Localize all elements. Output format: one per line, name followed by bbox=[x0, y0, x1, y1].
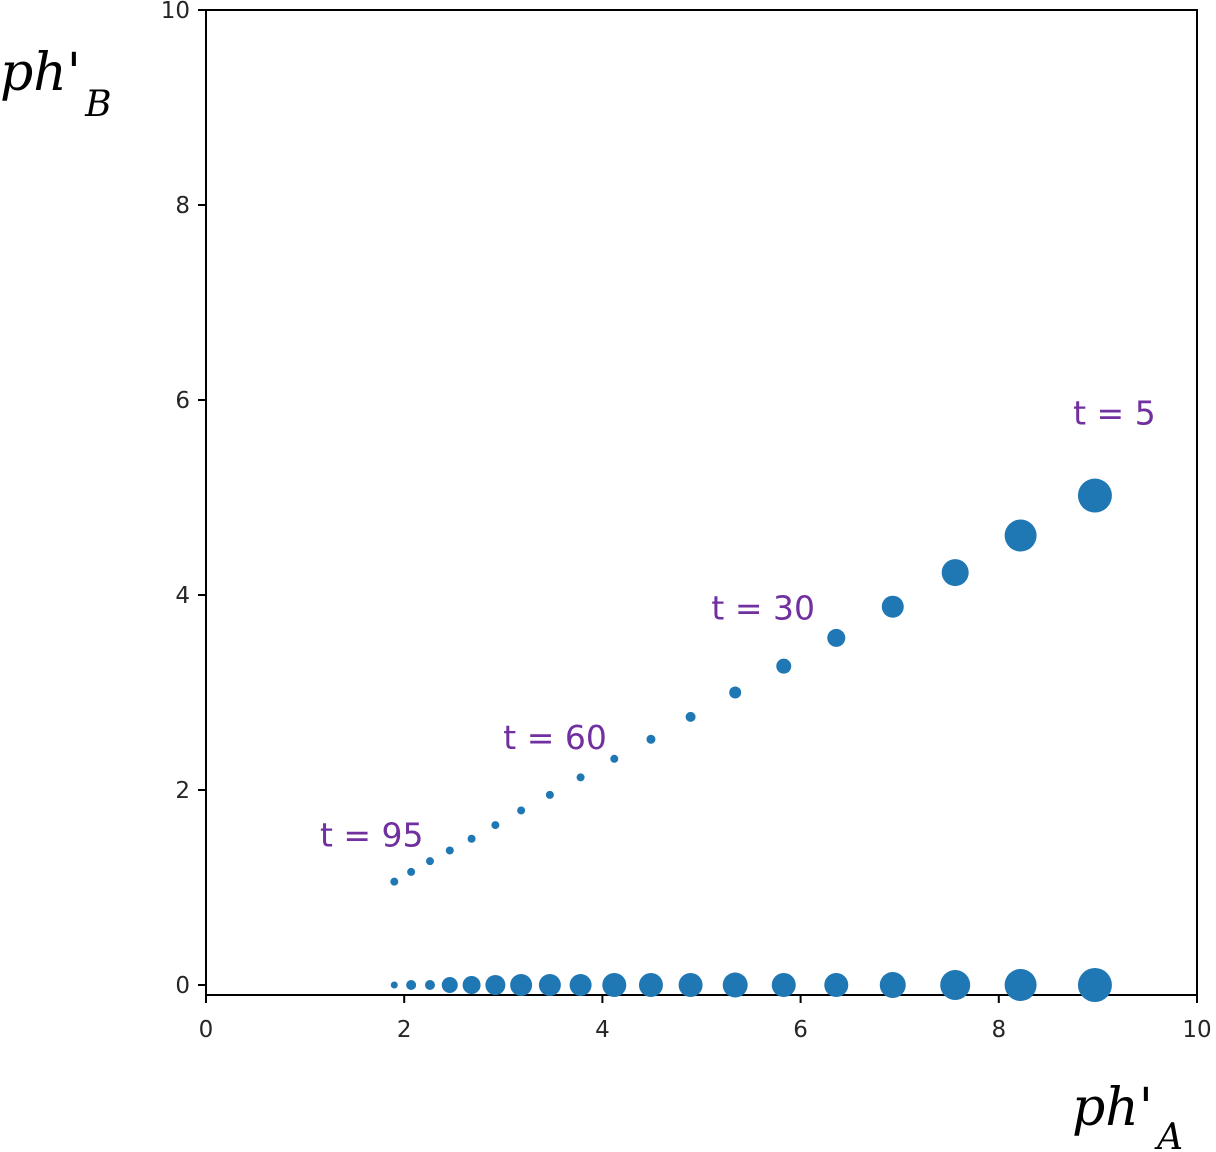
diagonal-point bbox=[545, 790, 554, 799]
x-tick-label: 2 bbox=[397, 1017, 412, 1043]
baseline-point bbox=[538, 974, 561, 996]
y-tick-label: 4 bbox=[175, 583, 190, 609]
diagonal-point bbox=[1077, 478, 1112, 513]
x-tick-label: 10 bbox=[1182, 1017, 1211, 1043]
diagonal-point bbox=[610, 754, 619, 763]
baseline-point bbox=[1077, 968, 1112, 1002]
time-annotation: t = 30 bbox=[711, 588, 815, 627]
y-tick-label: 10 bbox=[161, 0, 190, 24]
baseline-point bbox=[602, 973, 627, 997]
baseline-point bbox=[406, 980, 417, 990]
diagonal-point bbox=[425, 857, 434, 866]
x-tick-label: 0 bbox=[199, 1017, 214, 1043]
diagonal-point bbox=[881, 595, 904, 618]
plot-area bbox=[205, 9, 1198, 996]
diagonal-point bbox=[729, 686, 742, 699]
diagonal-point bbox=[467, 834, 476, 843]
time-annotation: t = 60 bbox=[503, 718, 607, 757]
data-points bbox=[390, 478, 1112, 1002]
diagonal-point bbox=[827, 628, 846, 647]
diagonal-point bbox=[445, 846, 454, 855]
baseline-point bbox=[879, 972, 906, 998]
time-annotation: t = 5 bbox=[1073, 393, 1156, 432]
baseline-point bbox=[462, 976, 481, 994]
baseline-point bbox=[678, 973, 703, 997]
baseline-point bbox=[940, 970, 971, 1000]
x-axis-title-main: ph' bbox=[1072, 1078, 1153, 1138]
baseline-point bbox=[722, 972, 748, 998]
diagonal-point bbox=[517, 806, 526, 815]
x-tick-label: 6 bbox=[793, 1017, 808, 1043]
baseline-point bbox=[569, 974, 592, 996]
baseline-point bbox=[485, 975, 506, 995]
diagonal-point bbox=[941, 559, 969, 587]
baseline-point bbox=[510, 974, 533, 996]
diagonal-point bbox=[407, 867, 416, 876]
diagonal-point bbox=[646, 734, 656, 744]
diagonal-point bbox=[685, 711, 696, 722]
diagonal-point bbox=[776, 658, 792, 674]
baseline-point bbox=[771, 973, 796, 997]
x-tick-label: 4 bbox=[595, 1017, 610, 1043]
baseline-point bbox=[824, 973, 849, 997]
baseline-point bbox=[441, 977, 458, 993]
x-axis-title: ph' A bbox=[1072, 1078, 1183, 1152]
x-axis-title-sub: A bbox=[1154, 1117, 1183, 1152]
y-axis-title-sub: B bbox=[84, 84, 111, 125]
axis-ticks: 0 2 4 6 8 10 0 2 4 6 8 10 bbox=[161, 0, 1212, 1043]
y-axis-title: ph'B bbox=[0, 43, 112, 125]
diagonal-point bbox=[390, 877, 399, 886]
annotations: t = 5 t = 30 t = 60 t = 95 bbox=[320, 393, 1156, 854]
y-tick-label: 0 bbox=[175, 973, 190, 999]
y-tick-label: 2 bbox=[175, 778, 190, 804]
baseline-point bbox=[1004, 969, 1037, 1001]
time-annotation: t = 95 bbox=[320, 816, 424, 855]
baseline-point bbox=[390, 981, 398, 989]
baseline-point bbox=[638, 973, 663, 997]
baseline-point bbox=[424, 980, 435, 990]
x-tick-label: 8 bbox=[991, 1017, 1006, 1043]
diagonal-point bbox=[1004, 519, 1037, 552]
y-tick-label: 8 bbox=[175, 193, 190, 219]
y-axis-title-main: ph' bbox=[0, 43, 81, 103]
diagonal-point bbox=[576, 773, 585, 782]
diagonal-point bbox=[491, 821, 500, 830]
y-tick-label: 6 bbox=[175, 388, 190, 414]
